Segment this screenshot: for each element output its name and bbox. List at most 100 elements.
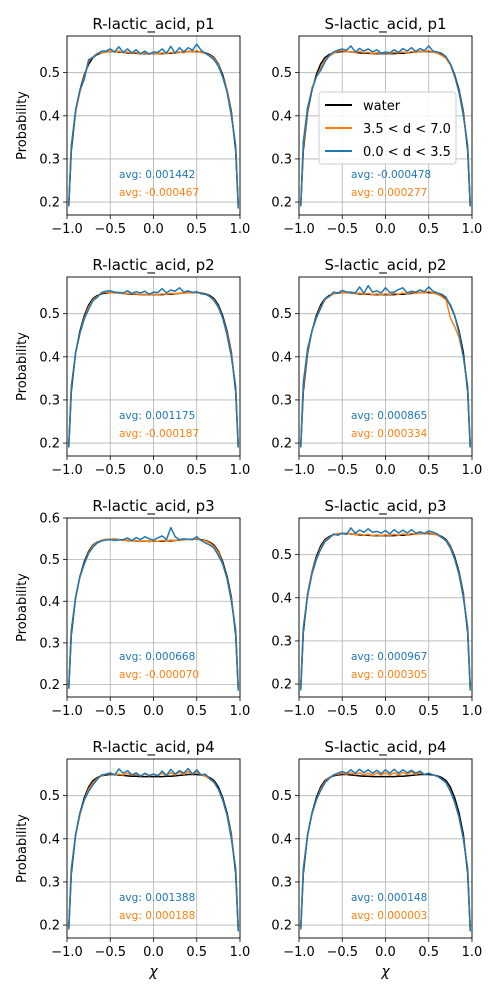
y-tick-label: 0.3 bbox=[39, 636, 60, 651]
avg-annotation-blue: avg: 0.000148 bbox=[351, 892, 427, 904]
axes-frame bbox=[66, 517, 241, 698]
avg-annotation-blue: avg: -0.000478 bbox=[351, 169, 431, 181]
series-line-near bbox=[299, 284, 472, 448]
y-tick-label: 0.3 bbox=[39, 152, 60, 167]
axes-frame bbox=[66, 35, 241, 216]
series-line-near bbox=[299, 45, 472, 207]
x-tick-label: −0.5 bbox=[94, 463, 126, 478]
avg-annotation-orange: avg: 0.000277 bbox=[351, 187, 427, 199]
y-tick-label: 0.3 bbox=[271, 634, 292, 649]
x-tick-label: 0.5 bbox=[418, 463, 439, 478]
y-tick-label: 0.5 bbox=[39, 789, 60, 804]
subplot-3: R-lactic_acid, p2 −1.0 −0.5 0.0 0.5 1.0 0.2 0.3… bbox=[15, 256, 250, 478]
y-tick-label: 0.2 bbox=[39, 196, 60, 211]
subplot-title: R-lactic_acid, p2 bbox=[92, 256, 214, 275]
x-axis-label: χ bbox=[148, 964, 158, 980]
subplot-4: S-lactic_acid, p2 −1.0 −0.5 0.0 0.5 1.0 0.2 0.3… bbox=[271, 256, 482, 478]
subplot-2: S-lactic_acid, p1 −1.0 −0.5 0.0 0.5 1.0 0.2 0.3… bbox=[271, 15, 482, 237]
axes-frame bbox=[66, 276, 241, 457]
y-tick-label: 0.4 bbox=[39, 595, 60, 610]
avg-annotation-orange: avg: 0.000305 bbox=[351, 669, 427, 681]
subplot-1: R-lactic_acid, p1 −1.0 −0.5 0.0 0.5 1.0 0.2 0.3… bbox=[15, 15, 250, 237]
y-tick-label: 0.5 bbox=[271, 789, 292, 804]
axes-frame bbox=[298, 758, 473, 939]
axes-frame bbox=[298, 35, 473, 216]
y-tick-label: 0.2 bbox=[39, 919, 60, 934]
x-tick-label: −1.0 bbox=[51, 945, 83, 960]
avg-annotation-orange: avg: 0.000188 bbox=[119, 910, 195, 922]
x-tick-label: −0.5 bbox=[94, 945, 126, 960]
x-tick-label: −1.0 bbox=[283, 704, 315, 719]
avg-annotation-blue: avg: 0.000865 bbox=[351, 410, 427, 422]
subplot-title: S-lactic_acid, p3 bbox=[324, 497, 446, 516]
avg-annotation-blue: avg: 0.001175 bbox=[119, 410, 195, 422]
subplot-title: S-lactic_acid, p1 bbox=[324, 15, 446, 34]
y-tick-label: 0.3 bbox=[39, 875, 60, 890]
y-tick-label: 0.2 bbox=[271, 437, 292, 452]
x-tick-label: 0.5 bbox=[418, 222, 439, 237]
legend-label-mid: 3.5 < d < 7.0 bbox=[363, 122, 451, 137]
avg-annotation-orange: avg: -0.000467 bbox=[119, 187, 199, 199]
y-tick-label: 0.5 bbox=[39, 307, 60, 322]
y-tick-label: 0.4 bbox=[39, 832, 60, 847]
x-tick-label: −0.5 bbox=[94, 704, 126, 719]
x-tick-label: −0.5 bbox=[326, 704, 358, 719]
x-tick-label: 0.5 bbox=[418, 945, 439, 960]
y-tick-label: 0.4 bbox=[271, 109, 292, 124]
y-tick-label: 0.4 bbox=[271, 350, 292, 365]
y-tick-label: 0.2 bbox=[39, 437, 60, 452]
y-tick-label: 0.6 bbox=[39, 512, 60, 527]
series-line-near bbox=[299, 527, 472, 691]
x-tick-label: −1.0 bbox=[283, 945, 315, 960]
y-axis-label: Probability bbox=[15, 573, 30, 642]
legend-label-water: water bbox=[363, 99, 401, 114]
y-tick-label: 0.5 bbox=[271, 307, 292, 322]
y-tick-label: 0.4 bbox=[271, 591, 292, 606]
x-tick-label: −1.0 bbox=[283, 463, 315, 478]
y-tick-label: 0.4 bbox=[39, 109, 60, 124]
subplot-title: R-lactic_acid, p3 bbox=[92, 497, 214, 516]
y-tick-label: 0.3 bbox=[39, 393, 60, 408]
y-tick-label: 0.5 bbox=[39, 66, 60, 81]
subplot-title: S-lactic_acid, p2 bbox=[324, 256, 446, 275]
subplot-7: R-lactic_acid, p4 −1.0 −0.5 0.0 0.5 1.0 0.2 0.3… bbox=[15, 738, 250, 980]
axes-frame bbox=[298, 517, 473, 698]
y-tick-label: 0.5 bbox=[39, 553, 60, 568]
y-tick-label: 0.3 bbox=[271, 875, 292, 890]
series-line-near bbox=[67, 526, 240, 691]
y-tick-label: 0.2 bbox=[271, 196, 292, 211]
x-tick-label: 0.0 bbox=[375, 222, 396, 237]
subplot-5: R-lactic_acid, p3 −1.0 −0.5 0.0 0.5 1.0 0.2 0.3… bbox=[15, 497, 250, 719]
y-tick-label: 0.3 bbox=[271, 152, 292, 167]
series-line-water bbox=[67, 773, 240, 930]
subplot-8: S-lactic_acid, p4 −1.0 −0.5 0.0 0.5 1.0 0.2 0.3… bbox=[271, 738, 482, 980]
y-tick-label: 0.3 bbox=[271, 393, 292, 408]
y-tick-label: 0.4 bbox=[39, 350, 60, 365]
y-axis-label: Probability bbox=[15, 91, 30, 160]
legend: water 3.5 < d < 7.0 0.0 < d < 3.5 bbox=[318, 91, 457, 165]
x-tick-label: 1.0 bbox=[230, 463, 251, 478]
x-tick-label: −1.0 bbox=[51, 704, 83, 719]
subplot-6: S-lactic_acid, p3 −1.0 −0.5 0.0 0.5 1.0 0.2 0.3… bbox=[271, 497, 482, 719]
x-tick-label: −1.0 bbox=[51, 463, 83, 478]
x-tick-label: 1.0 bbox=[462, 945, 483, 960]
axes-frame bbox=[66, 758, 241, 939]
x-tick-label: 1.0 bbox=[462, 463, 483, 478]
x-tick-label: −0.5 bbox=[326, 945, 358, 960]
y-tick-label: 0.2 bbox=[271, 678, 292, 693]
axes-frame bbox=[298, 276, 473, 457]
y-axis-label: Probability bbox=[15, 332, 30, 401]
y-tick-label: 0.5 bbox=[271, 548, 292, 563]
avg-annotation-blue: avg: 0.001388 bbox=[119, 892, 195, 904]
x-tick-label: −1.0 bbox=[51, 222, 83, 237]
series-line-near bbox=[67, 767, 240, 932]
x-tick-label: 0.5 bbox=[186, 704, 207, 719]
x-axis-label: χ bbox=[380, 964, 390, 980]
series-line-near bbox=[67, 287, 240, 448]
x-tick-label: 0.0 bbox=[143, 463, 164, 478]
x-tick-label: 0.5 bbox=[186, 463, 207, 478]
x-tick-label: 0.0 bbox=[375, 704, 396, 719]
x-tick-label: 0.5 bbox=[186, 945, 207, 960]
x-tick-label: 0.5 bbox=[186, 222, 207, 237]
x-tick-label: −1.0 bbox=[283, 222, 315, 237]
